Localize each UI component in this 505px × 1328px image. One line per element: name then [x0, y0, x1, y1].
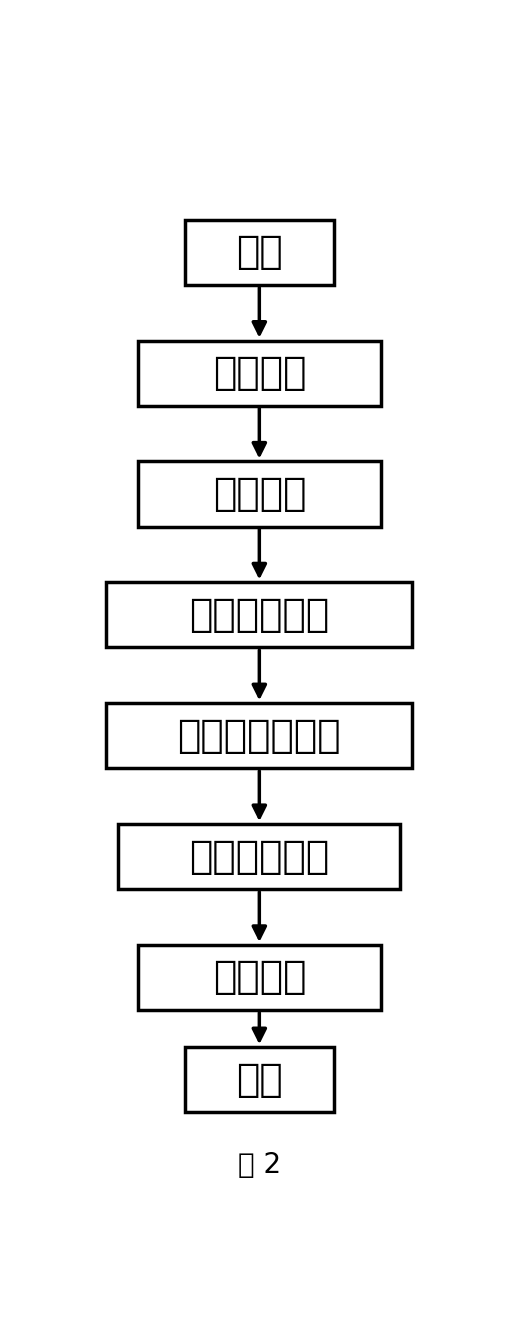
Text: 图 2: 图 2	[237, 1151, 280, 1179]
Text: 图象边缘提取: 图象边缘提取	[189, 596, 329, 633]
Text: 结束: 结束	[235, 1061, 282, 1098]
Text: 统计位移: 统计位移	[212, 959, 306, 996]
Text: 拟合求取中心: 拟合求取中心	[189, 838, 329, 875]
Text: 参数求取: 参数求取	[212, 475, 306, 513]
FancyBboxPatch shape	[184, 219, 333, 284]
FancyBboxPatch shape	[137, 461, 380, 526]
FancyBboxPatch shape	[137, 340, 380, 405]
FancyBboxPatch shape	[106, 582, 412, 647]
Text: 导入图像: 导入图像	[212, 355, 306, 392]
FancyBboxPatch shape	[106, 703, 412, 768]
FancyBboxPatch shape	[184, 1046, 333, 1113]
FancyBboxPatch shape	[118, 823, 400, 890]
Text: 边缘异常点剔除: 边缘异常点剔除	[177, 717, 340, 754]
Text: 开始: 开始	[235, 234, 282, 271]
FancyBboxPatch shape	[137, 946, 380, 1009]
